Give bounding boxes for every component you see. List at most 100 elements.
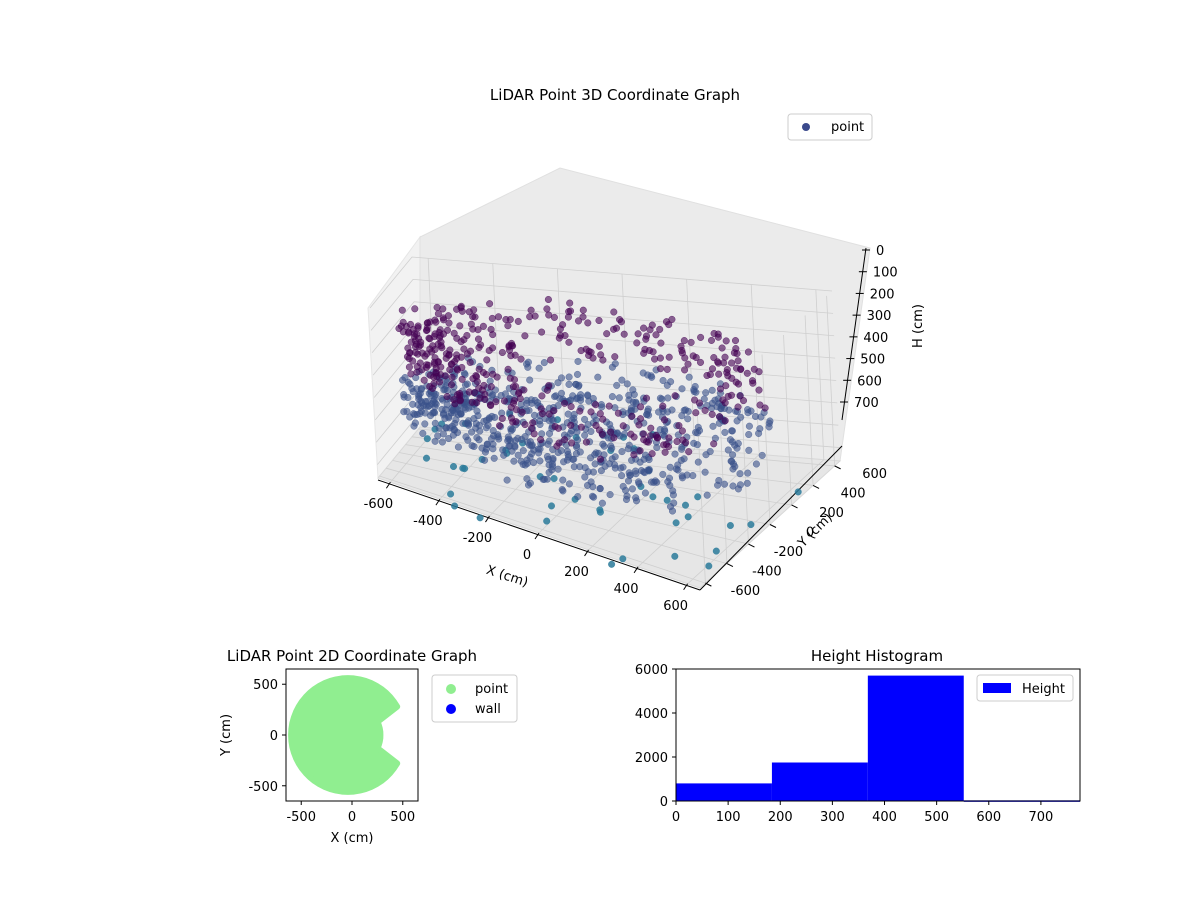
x-tick-label-3d: -600 [364, 497, 394, 512]
point-3d [485, 347, 493, 355]
point-3d [623, 380, 631, 388]
point-3d [399, 318, 407, 326]
point-3d [463, 331, 471, 340]
point-3d [561, 436, 569, 444]
point-3d [747, 521, 755, 529]
point-3d [620, 330, 628, 338]
point-3d [574, 436, 582, 444]
point-3d [678, 474, 687, 482]
point-3d [607, 428, 615, 436]
point-3d [398, 306, 406, 314]
point-3d [564, 410, 572, 418]
point-3d [472, 372, 480, 380]
point-3d [648, 450, 656, 458]
x-tick-label-histogram: 700 [1028, 810, 1053, 825]
point-3d [514, 317, 522, 325]
point-3d [447, 490, 455, 498]
point-3d [656, 325, 664, 333]
point-3d [538, 328, 546, 336]
point-3d [483, 356, 491, 364]
x-tick-label-histogram: 500 [924, 810, 949, 825]
point-3d [656, 394, 664, 402]
point-3d [628, 412, 636, 420]
point-3d [661, 448, 669, 456]
point-3d [445, 434, 453, 443]
point-3d [407, 370, 415, 378]
point-3d [482, 371, 490, 379]
point-3d [510, 457, 518, 465]
point-3d [505, 442, 513, 450]
point-3d [761, 404, 769, 412]
point-3d [457, 304, 465, 312]
point-3d [634, 330, 642, 338]
point-3d [669, 487, 677, 495]
point-3d [581, 473, 589, 481]
point-3d [470, 306, 478, 314]
point-3d [566, 299, 574, 307]
point-3d [411, 305, 419, 313]
point-3d [505, 435, 513, 443]
point-3d [745, 422, 753, 430]
y-tick-3d [834, 465, 841, 470]
point-3d [554, 402, 562, 410]
point-3d [450, 329, 458, 337]
point-3d [736, 470, 744, 478]
point-3d [554, 465, 562, 473]
y-tick-3d [705, 582, 712, 587]
point-3d [642, 394, 651, 402]
point-3d [413, 330, 421, 338]
z-axis-label-3d: H (cm) [911, 304, 926, 348]
point-cloud-fill-2d [288, 675, 401, 795]
point-3d [400, 391, 408, 399]
z-tick-label-3d: 0 [876, 244, 884, 259]
point-3d [765, 423, 773, 431]
x-tick-label-histogram: 400 [872, 810, 897, 825]
point-3d [680, 337, 688, 345]
x-tick-label-2d: -500 [286, 810, 316, 825]
point-3d [489, 445, 497, 453]
point-3d [572, 450, 580, 458]
y-tick-label-histogram: 2000 [635, 751, 668, 766]
point-3d [611, 353, 619, 361]
point-3d [592, 401, 600, 409]
point-3d [594, 373, 602, 381]
point-3d [475, 365, 483, 373]
point-3d [681, 501, 690, 509]
point-3d [517, 400, 525, 408]
point-3d [737, 365, 745, 373]
y-tick-label-3d: 200 [819, 506, 844, 521]
point-3d [596, 410, 604, 418]
point-3d [641, 451, 650, 459]
point-3d [643, 411, 651, 419]
y-tick-3d [726, 563, 734, 568]
point-3d [639, 430, 648, 438]
point-3d [751, 412, 760, 421]
x-tick-3d [683, 583, 689, 591]
point-3d [544, 295, 552, 304]
point-3d [647, 424, 655, 432]
point-3d [524, 481, 533, 489]
point-3d [663, 381, 671, 389]
point-3d [488, 412, 496, 420]
point-3d [684, 415, 692, 423]
point-3d [438, 344, 446, 352]
plot-histogram: Height Histogram 0 100 200 300 400 500 600 7000… [635, 647, 1081, 825]
point-3d [618, 376, 626, 384]
point-3d [685, 373, 693, 381]
point-3d [535, 364, 543, 372]
point-3d [734, 403, 742, 411]
point-3d [453, 351, 461, 359]
x-tick-label-3d: 0 [523, 548, 531, 563]
point-3d [640, 324, 648, 332]
point-3d [744, 469, 752, 477]
point-3d [618, 472, 626, 480]
point-3d [716, 385, 725, 393]
point-3d [432, 400, 440, 408]
point-3d [448, 360, 456, 368]
point-3d [512, 418, 520, 426]
x-tick-label-3d: 400 [614, 582, 639, 597]
point-3d [431, 345, 439, 354]
y-tick-3d [748, 543, 755, 548]
point-3d [463, 350, 471, 358]
